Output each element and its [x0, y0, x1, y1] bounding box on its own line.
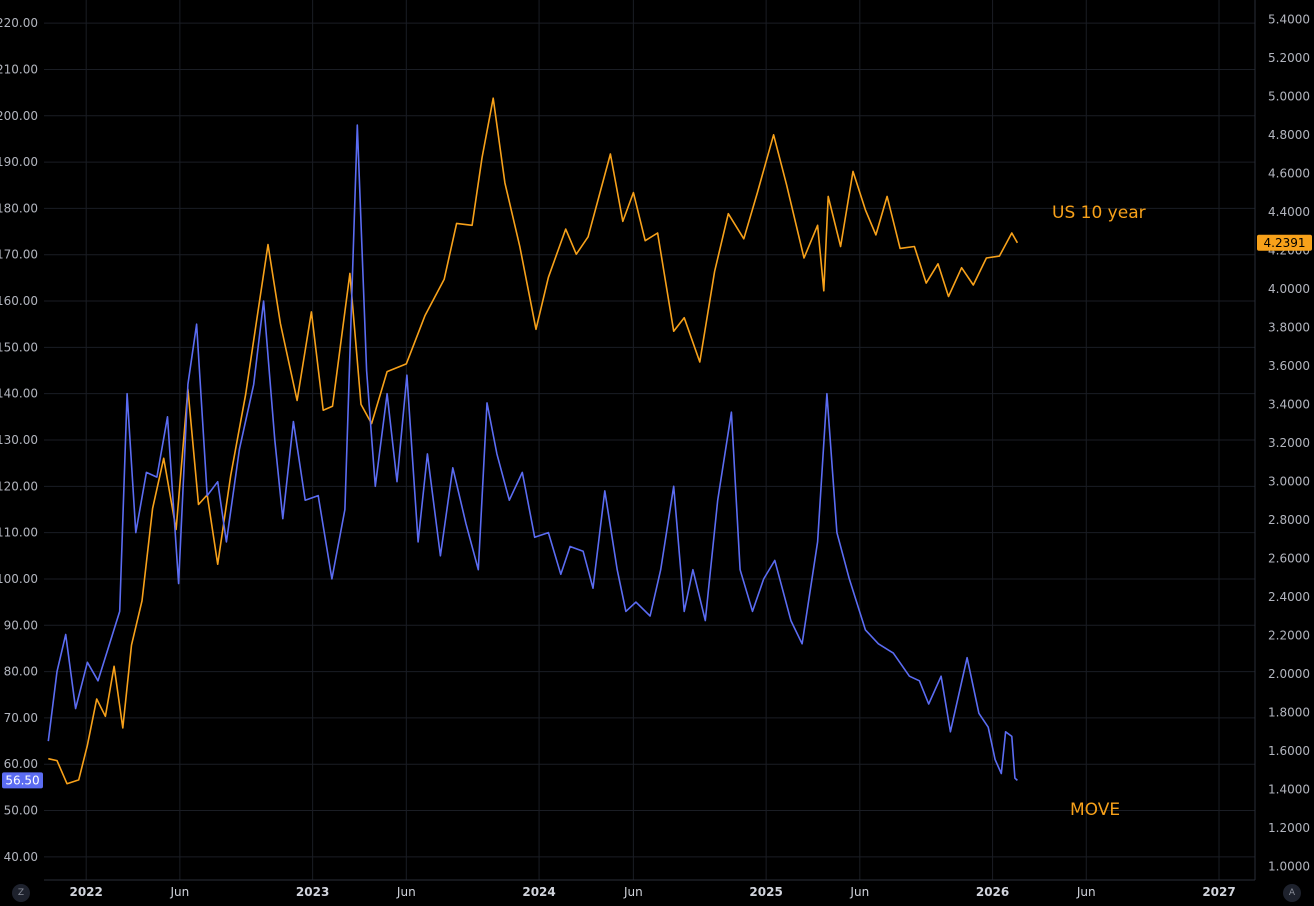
right-axis-tick-label: 4.6000	[1268, 166, 1310, 180]
left-axis-tick-label: 80.00	[4, 665, 38, 679]
move-last-value-badge	[2, 772, 43, 789]
time-axis-tick-label: 2025	[749, 885, 782, 899]
right-axis-tick-label: 1.8000	[1268, 705, 1310, 719]
right-price-axis[interactable]: 1.0000 1.2000 1.4000 1.6000 1.8000 2.0000 2.20…	[1268, 12, 1310, 873]
time-axis-tick-label: Jun	[169, 885, 189, 899]
left-axis-tick-label: 130.00	[0, 433, 38, 447]
left-axis-tick-label: 180.00	[0, 201, 38, 215]
time-axis-tick-label: 2024	[522, 885, 555, 899]
right-axis-tick-label: 2.0000	[1268, 667, 1310, 681]
time-axis-tick-label: 2022	[69, 885, 102, 899]
right-axis-tick-label: 1.4000	[1268, 782, 1310, 796]
zoom-mode-button[interactable]: Z	[12, 884, 30, 902]
left-axis-tick-label: 100.00	[0, 572, 38, 586]
us10y-series-line[interactable]	[48, 97, 1019, 785]
right-axis-tick-label: 2.2000	[1268, 628, 1310, 642]
time-axis-tick-label: Jun	[623, 885, 643, 899]
time-axis[interactable]: 2022 Jun 2023 Jun 2024 Jun 2025 Jun 2026 Jun 2027	[69, 885, 1235, 899]
left-axis-tick-label: 40.00	[4, 850, 38, 864]
left-axis-tick-label: 90.00	[4, 618, 38, 632]
left-axis-tick-label: 170.00	[0, 248, 38, 262]
time-axis-tick-label: 2026	[976, 885, 1009, 899]
us10y-last-value-badge	[1257, 234, 1312, 251]
left-axis-tick-label: 60.00	[4, 757, 38, 771]
right-axis-tick-label: 3.0000	[1268, 474, 1310, 488]
move-series-label: MOVE	[1070, 800, 1120, 820]
series-layer	[47, 97, 1019, 785]
right-axis-tick-label: 3.4000	[1268, 397, 1310, 411]
left-axis-tick-label: 110.00	[0, 526, 38, 540]
right-axis-tick-label: 5.0000	[1268, 89, 1310, 103]
left-axis-tick-label: 120.00	[0, 479, 38, 493]
right-axis-tick-label: 1.2000	[1268, 821, 1310, 835]
left-axis-tick-label: 200.00	[0, 109, 38, 123]
left-axis-tick-label: 210.00	[0, 62, 38, 76]
left-price-axis[interactable]: 40.00 50.00 60.00 70.00 80.00 90.00 100.00 110.…	[0, 16, 38, 864]
time-axis-tick-label: 2027	[1202, 885, 1235, 899]
time-axis-tick-label: Jun	[1076, 885, 1096, 899]
us10y-series-label: US 10 year	[1052, 203, 1146, 223]
last-value-badges: 4.2391 56.50	[2, 234, 1312, 789]
right-axis-tick-label: 5.4000	[1268, 12, 1310, 26]
right-axis-tick-label: 2.8000	[1268, 513, 1310, 527]
left-axis-tick-label: 70.00	[4, 711, 38, 725]
right-axis-tick-label: 2.4000	[1268, 590, 1310, 604]
right-axis-tick-label: 4.4000	[1268, 205, 1310, 219]
left-axis-tick-label: 140.00	[0, 387, 38, 401]
left-axis-tick-label: 150.00	[0, 340, 38, 354]
time-axis-tick-label: Jun	[849, 885, 869, 899]
right-axis-tick-label: 1.6000	[1268, 744, 1310, 758]
left-axis-tick-label: 50.00	[4, 804, 38, 818]
right-axis-tick-label: 3.6000	[1268, 359, 1310, 373]
right-axis-tick-label: 2.6000	[1268, 551, 1310, 565]
right-axis-tick-label: 4.8000	[1268, 128, 1310, 142]
us10y-last-value-text: 4.2391	[1264, 236, 1306, 250]
auto-scale-button[interactable]: A	[1283, 884, 1301, 902]
left-axis-tick-label: 220.00	[0, 16, 38, 30]
left-axis-tick-label: 160.00	[0, 294, 38, 308]
time-axis-tick-label: Jun	[396, 885, 416, 899]
right-axis-tick-label: 5.2000	[1268, 51, 1310, 65]
right-axis-tick-label: 1.0000	[1268, 860, 1310, 874]
left-axis-tick-label: 190.00	[0, 155, 38, 169]
right-axis-tick-label: 3.8000	[1268, 320, 1310, 334]
right-axis-tick-label: 3.2000	[1268, 436, 1310, 450]
move-series-line[interactable]	[47, 124, 1018, 781]
right-axis-tick-label: 4.0000	[1268, 282, 1310, 296]
move-last-value-text: 56.50	[5, 773, 39, 787]
time-axis-tick-label: 2023	[296, 885, 329, 899]
